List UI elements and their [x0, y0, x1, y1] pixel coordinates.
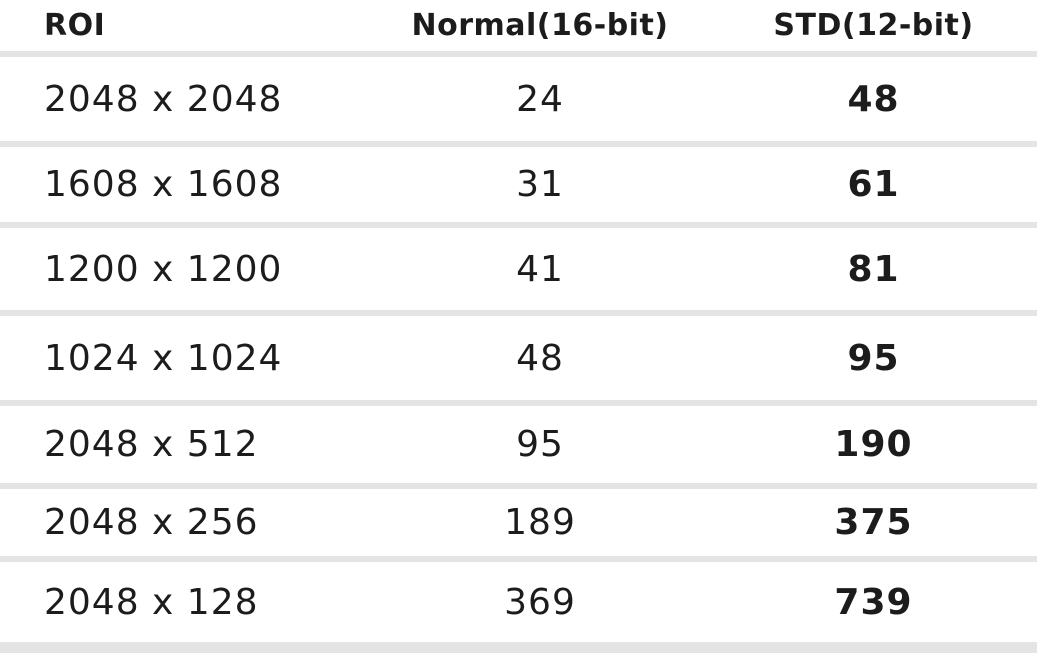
cell-roi: 2048 x 2048 — [44, 78, 283, 120]
column-header-std-12bit: STD(12-bit) — [773, 8, 974, 43]
cell-roi: 1024 x 1024 — [44, 337, 283, 379]
table-row: 2048 x 128 369 739 — [0, 562, 1037, 642]
cell-roi: 1200 x 1200 — [44, 248, 283, 290]
table-row: 1608 x 1608 31 61 — [0, 147, 1037, 222]
table-body: 2048 x 2048 24 48 1608 x 1608 31 61 1200… — [0, 51, 1037, 642]
column-header-roi: ROI — [44, 8, 106, 43]
row-divider — [0, 310, 1037, 316]
cell-roi: 1608 x 1608 — [44, 164, 283, 205]
row-divider — [0, 556, 1037, 562]
cell-normal: 189 — [504, 502, 576, 543]
row-divider — [0, 51, 1037, 57]
cell-normal: 48 — [516, 337, 564, 379]
bottom-divider — [0, 642, 1037, 653]
cell-std: 48 — [847, 78, 900, 120]
column-header-normal-16bit: Normal(16-bit) — [411, 8, 669, 43]
table-row: 2048 x 2048 24 48 — [0, 57, 1037, 141]
table-header-row: ROI Normal(16-bit) STD(12-bit) — [0, 0, 1037, 51]
cell-std: 81 — [847, 248, 900, 290]
table-row: 1024 x 1024 48 95 — [0, 316, 1037, 400]
table-row: 2048 x 256 189 375 — [0, 489, 1037, 556]
cell-roi: 2048 x 128 — [44, 581, 259, 623]
cell-normal: 41 — [516, 248, 564, 290]
table-row: 2048 x 512 95 190 — [0, 406, 1037, 483]
row-divider — [0, 222, 1037, 228]
cell-normal: 31 — [516, 164, 564, 205]
cell-std: 95 — [847, 337, 900, 379]
cell-roi: 2048 x 512 — [44, 424, 259, 465]
cell-std: 739 — [834, 581, 913, 623]
row-divider — [0, 483, 1037, 489]
row-divider — [0, 141, 1037, 147]
cell-roi: 2048 x 256 — [44, 502, 259, 543]
cell-normal: 24 — [516, 78, 564, 120]
cell-std: 61 — [847, 164, 900, 205]
table-row: 1200 x 1200 41 81 — [0, 228, 1037, 310]
cell-normal: 95 — [516, 424, 564, 465]
cell-std: 190 — [834, 424, 913, 465]
cell-normal: 369 — [504, 581, 576, 623]
row-divider — [0, 400, 1037, 406]
cell-std: 375 — [834, 502, 913, 543]
